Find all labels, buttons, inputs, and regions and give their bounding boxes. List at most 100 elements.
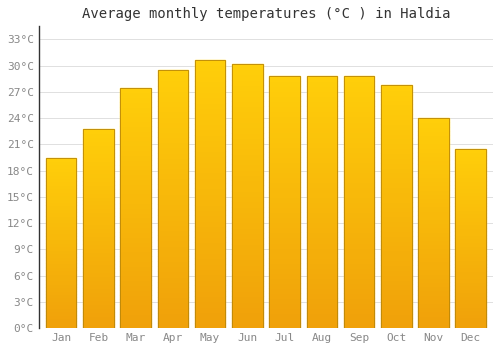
Bar — [158, 297, 188, 302]
Bar — [46, 185, 76, 188]
Bar — [418, 181, 448, 186]
Bar — [381, 255, 412, 260]
Bar — [270, 298, 300, 303]
Bar — [83, 169, 114, 173]
Bar — [344, 288, 374, 293]
Bar — [83, 189, 114, 192]
Bar — [195, 205, 226, 210]
Bar — [418, 211, 448, 215]
Bar — [232, 217, 262, 223]
Bar — [195, 317, 226, 323]
Bar — [195, 301, 226, 307]
Bar — [158, 147, 188, 153]
Bar — [270, 253, 300, 258]
Bar — [232, 64, 262, 328]
Bar — [344, 202, 374, 207]
Bar — [83, 129, 114, 328]
Bar — [418, 223, 448, 228]
Bar — [381, 119, 412, 124]
Bar — [195, 290, 226, 296]
Bar — [344, 106, 374, 111]
Bar — [232, 191, 262, 196]
Bar — [344, 212, 374, 217]
Bar — [306, 76, 337, 328]
Bar — [270, 262, 300, 268]
Bar — [418, 202, 448, 206]
Bar — [270, 217, 300, 222]
Bar — [456, 278, 486, 281]
Bar — [195, 60, 226, 328]
Bar — [158, 127, 188, 132]
Bar — [418, 152, 448, 156]
Bar — [344, 182, 374, 187]
Bar — [381, 202, 412, 206]
Bar — [418, 316, 448, 320]
Bar — [344, 323, 374, 328]
Bar — [158, 122, 188, 127]
Bar — [195, 226, 226, 231]
Bar — [232, 175, 262, 180]
Bar — [306, 262, 337, 268]
Bar — [306, 268, 337, 273]
Bar — [344, 127, 374, 132]
Bar — [83, 276, 114, 280]
Bar — [344, 142, 374, 147]
Bar — [381, 236, 412, 240]
Bar — [456, 188, 486, 192]
Bar — [306, 167, 337, 172]
Bar — [418, 127, 448, 131]
Bar — [456, 238, 486, 242]
Bar — [381, 270, 412, 275]
Bar — [456, 307, 486, 310]
Bar — [232, 275, 262, 281]
Bar — [270, 293, 300, 298]
Bar — [418, 320, 448, 324]
Bar — [270, 147, 300, 152]
Bar — [83, 129, 114, 328]
Bar — [270, 318, 300, 323]
Bar — [120, 140, 151, 145]
Bar — [46, 181, 76, 185]
Bar — [306, 222, 337, 228]
Bar — [158, 215, 188, 220]
Bar — [195, 274, 226, 280]
Bar — [344, 217, 374, 222]
Bar — [120, 102, 151, 107]
Bar — [381, 163, 412, 168]
Bar — [381, 158, 412, 163]
Bar — [232, 317, 262, 323]
Bar — [418, 177, 448, 181]
Bar — [344, 76, 374, 328]
Bar — [83, 288, 114, 292]
Bar — [306, 298, 337, 303]
Bar — [158, 70, 188, 328]
Bar — [195, 247, 226, 253]
Bar — [344, 318, 374, 323]
Bar — [158, 111, 188, 117]
Bar — [120, 213, 151, 217]
Bar — [306, 152, 337, 157]
Bar — [381, 182, 412, 187]
Bar — [381, 197, 412, 202]
Bar — [381, 129, 412, 134]
Bar — [344, 147, 374, 152]
Bar — [381, 318, 412, 323]
Bar — [232, 143, 262, 148]
Bar — [195, 194, 226, 199]
Bar — [158, 184, 188, 189]
Bar — [46, 304, 76, 308]
Bar — [120, 309, 151, 314]
Bar — [46, 284, 76, 287]
Bar — [306, 117, 337, 121]
Bar — [306, 293, 337, 298]
Bar — [232, 238, 262, 244]
Bar — [344, 76, 374, 328]
Bar — [195, 199, 226, 205]
Bar — [158, 163, 188, 168]
Bar — [83, 145, 114, 149]
Bar — [456, 156, 486, 160]
Bar — [456, 214, 486, 217]
Bar — [46, 253, 76, 257]
Bar — [46, 205, 76, 209]
Bar — [83, 209, 114, 212]
